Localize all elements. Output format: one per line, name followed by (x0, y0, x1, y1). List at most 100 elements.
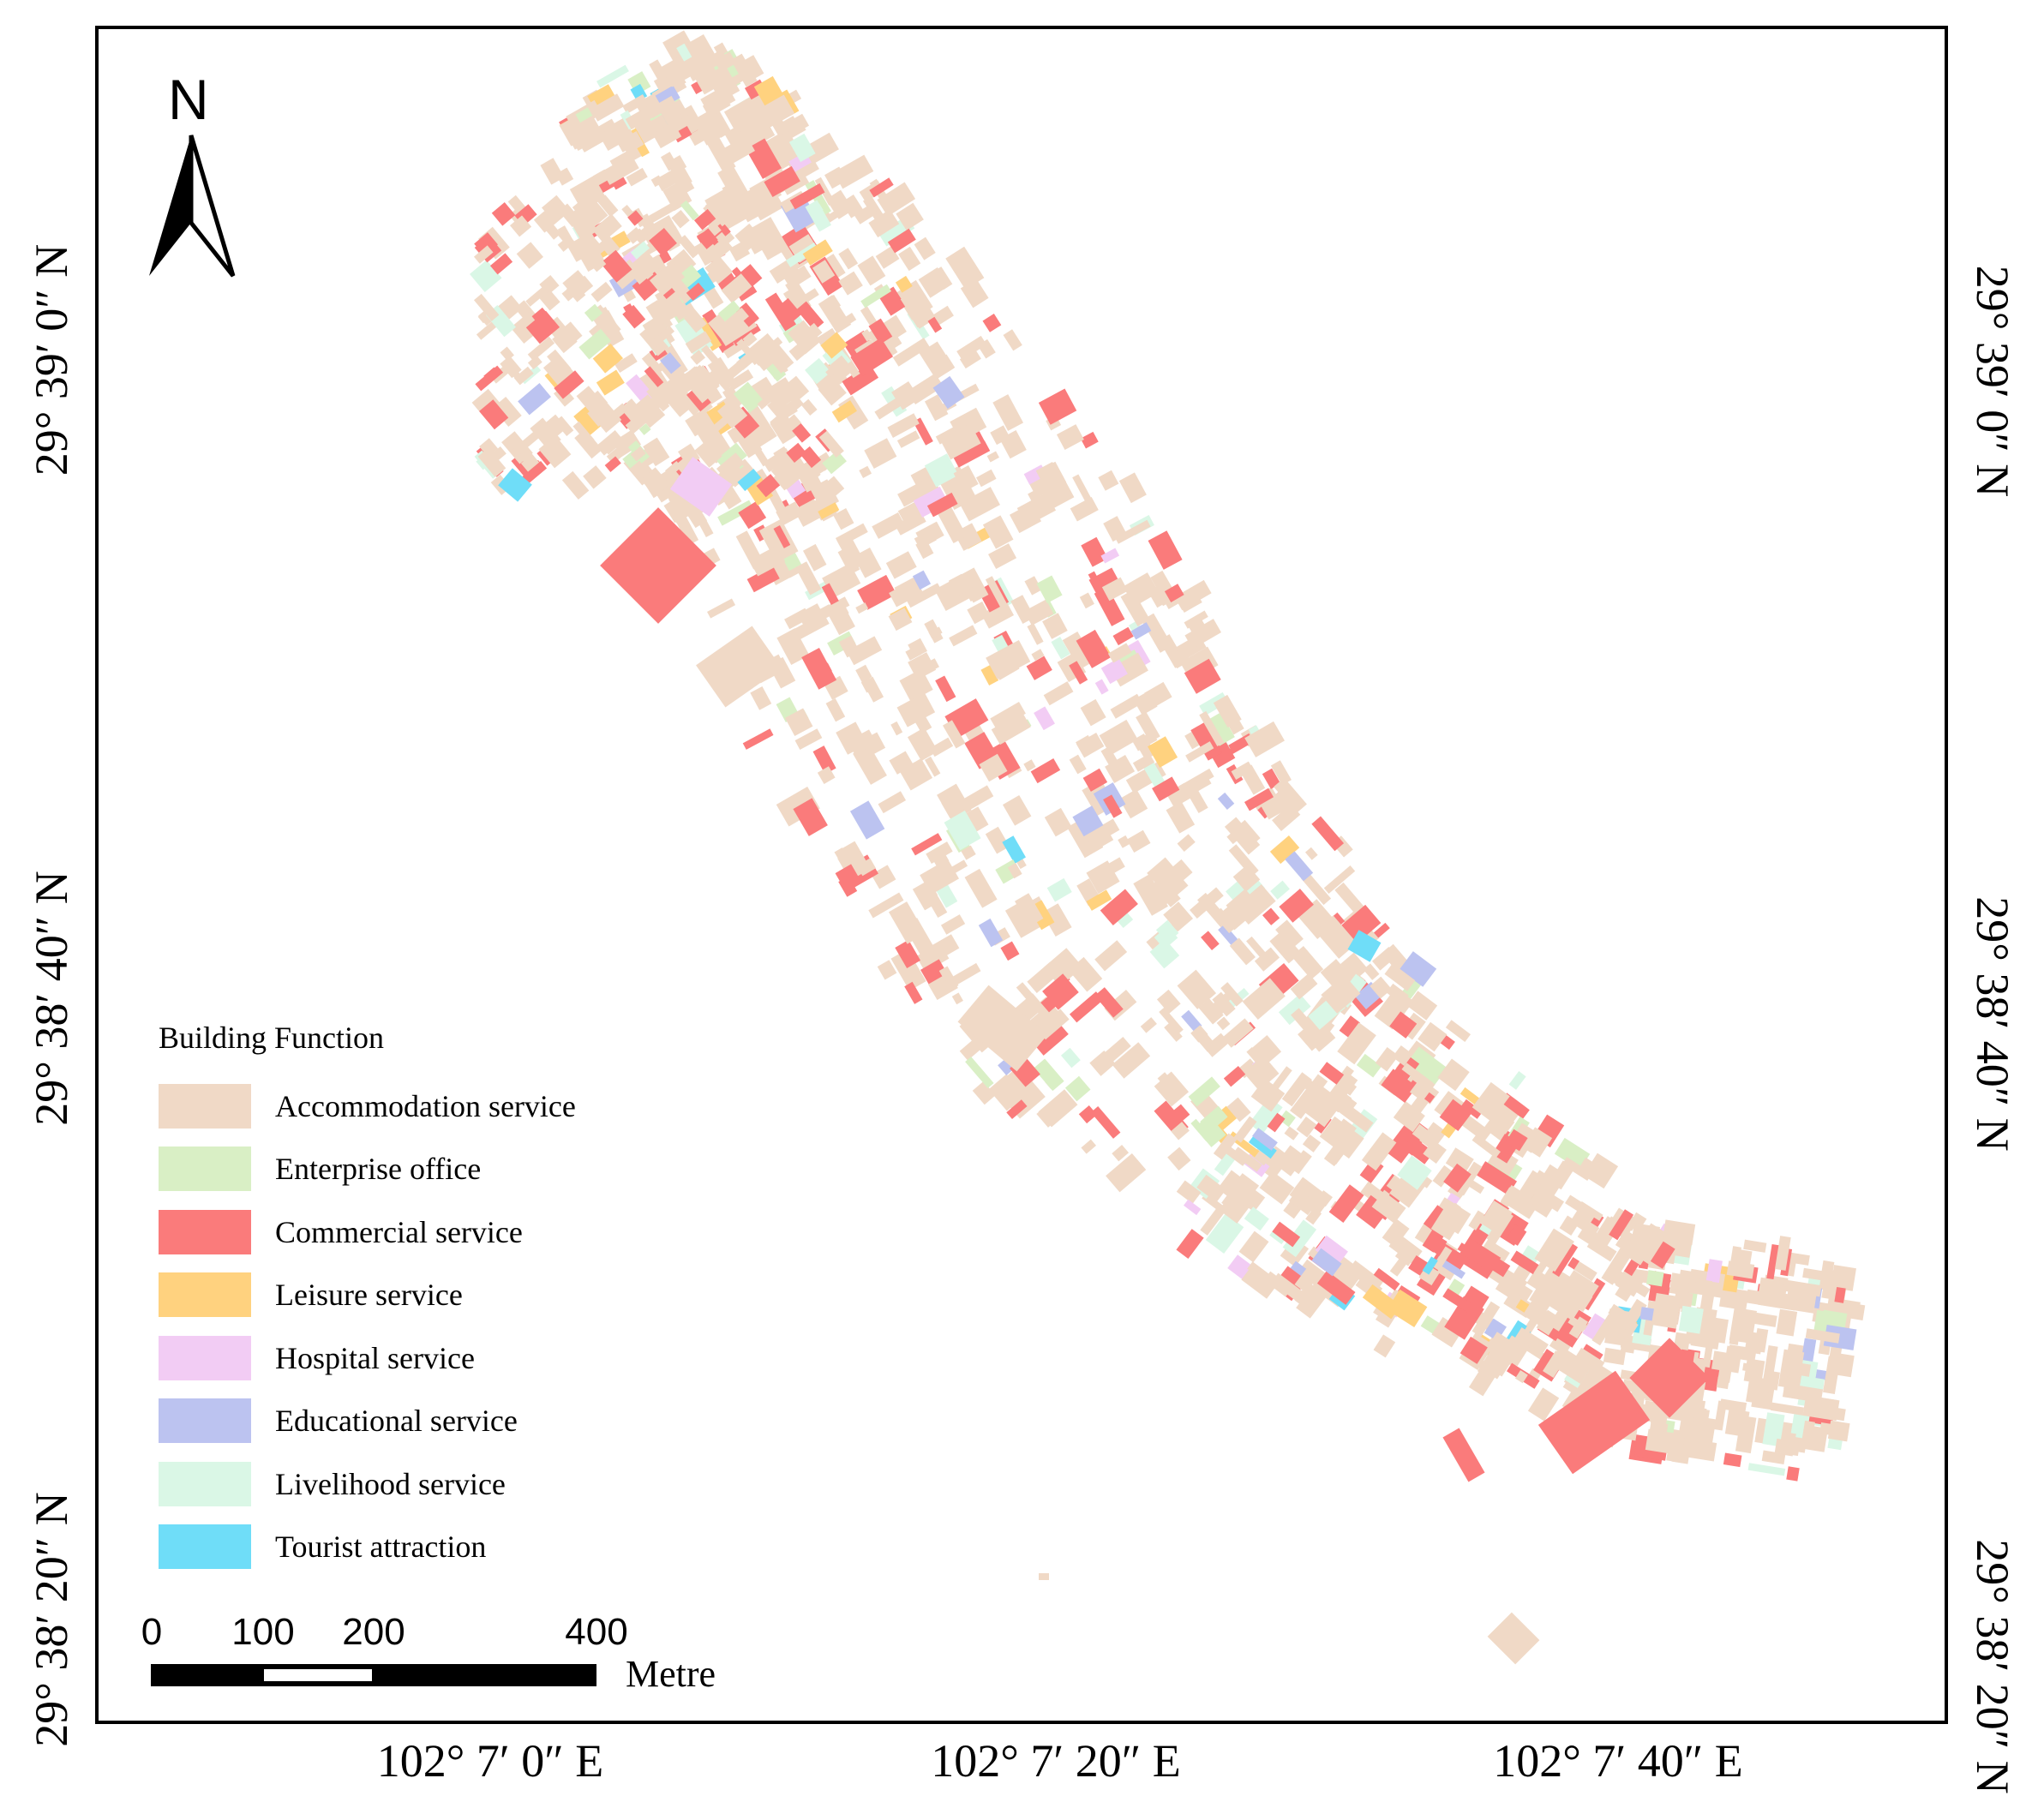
building-footprint (1800, 1375, 1825, 1390)
building-footprint (1567, 1256, 1579, 1270)
building-footprint (1249, 1134, 1277, 1159)
building-footprint (1384, 963, 1416, 991)
building-footprint (743, 55, 764, 80)
building-footprint (913, 486, 950, 518)
building-footprint (1185, 784, 1208, 814)
building-footprint (1693, 1314, 1729, 1344)
building-footprint (510, 215, 532, 237)
building-footprint (713, 414, 732, 432)
building-footprint (1673, 1332, 1691, 1350)
building-footprint (1392, 1045, 1413, 1066)
building-footprint (794, 288, 819, 308)
building-footprint (985, 826, 1010, 854)
building-footprint (1164, 1021, 1183, 1042)
building-footprint (1568, 1316, 1588, 1339)
building-footprint (1430, 1206, 1464, 1241)
building-footprint (951, 992, 963, 1005)
building-footprint (632, 394, 666, 428)
building-footprint (818, 295, 852, 334)
building-footprint (1169, 647, 1190, 669)
building-footprint (1572, 1206, 1596, 1229)
building-footprint (1216, 897, 1255, 934)
building-footprint (1222, 1018, 1254, 1048)
building-footprint (1495, 1269, 1528, 1302)
building-footprint (1044, 807, 1072, 837)
building-footprint (686, 282, 705, 302)
building-footprint (907, 727, 938, 762)
building-footprint (1167, 1146, 1191, 1171)
building-footprint (1262, 907, 1280, 925)
building-footprint (518, 383, 551, 416)
building-footprint (1072, 805, 1104, 837)
building-footprint (825, 295, 842, 311)
building-footprint (1096, 1036, 1131, 1069)
building-footprint (630, 241, 650, 260)
building-footprint (680, 200, 699, 221)
building-footprint (986, 451, 999, 463)
building-footprint (1468, 1362, 1499, 1397)
building-footprint (1819, 1260, 1835, 1291)
building-footprint (717, 300, 740, 322)
building-footprint (1443, 1163, 1472, 1193)
building-footprint (818, 430, 844, 458)
building-footprint (827, 596, 850, 615)
building-footprint (540, 158, 565, 185)
building-footprint (649, 59, 668, 82)
building-footprint (1036, 1009, 1070, 1040)
building-footprint (588, 390, 608, 410)
building-footprint (887, 413, 920, 438)
building-footprint (809, 479, 840, 512)
building-footprint (1133, 733, 1156, 760)
building-footprint (1723, 1452, 1742, 1468)
building-footprint (892, 338, 930, 367)
building-footprint (1519, 1170, 1545, 1200)
building-footprint (737, 468, 761, 492)
building-footprint (730, 53, 758, 87)
building-footprint (1060, 1047, 1081, 1069)
building-footprint (1726, 1260, 1755, 1279)
building-footprint (895, 511, 926, 536)
building-footprint (1080, 431, 1099, 449)
building-footprint (1578, 1201, 1603, 1221)
building-footprint (590, 93, 625, 122)
building-footprint (1445, 1020, 1471, 1042)
building-footprint (1216, 1016, 1231, 1031)
building-footprint (693, 207, 717, 230)
building-footprint (1753, 1312, 1777, 1327)
building-footprint (853, 744, 887, 785)
building-footprint (906, 583, 942, 608)
building-footprint (1729, 1325, 1741, 1345)
building-footprint (1103, 794, 1123, 818)
building-footprint (889, 751, 914, 775)
building-footprint (1203, 1033, 1230, 1057)
building-footprint (1460, 1099, 1484, 1119)
building-footprint (1514, 1369, 1528, 1384)
building-footprint (1304, 1092, 1340, 1128)
building-footprint (885, 551, 917, 579)
building-footprint (812, 745, 836, 775)
building-footprint (1480, 1239, 1510, 1266)
legend-label: Livelihood service (275, 1466, 506, 1501)
building-footprint (742, 728, 774, 750)
building-footprint (956, 335, 987, 361)
building-footprint (967, 601, 991, 625)
building-footprint (1269, 930, 1302, 964)
building-footprint (1267, 1112, 1286, 1133)
building-footprint (776, 501, 803, 526)
building-footprint (1323, 1145, 1345, 1167)
building-footprint (1112, 1042, 1151, 1079)
building-footprint (860, 732, 886, 757)
building-footprint (1573, 1347, 1605, 1376)
building-footprint (992, 394, 1024, 431)
building-footprint (1502, 1185, 1536, 1214)
building-footprint (975, 469, 997, 488)
building-footprint (800, 446, 822, 469)
building-footprint (1347, 1260, 1384, 1293)
building-footprint (1030, 758, 1061, 784)
building-footprint (671, 154, 687, 172)
building-footprint (869, 177, 894, 198)
latitude-label-right-2: 29° 38′ 40″ N (1967, 896, 2018, 1152)
building-footprint (1282, 1219, 1317, 1258)
building-footprint (1198, 998, 1224, 1025)
building-footprint (1629, 1338, 1710, 1418)
